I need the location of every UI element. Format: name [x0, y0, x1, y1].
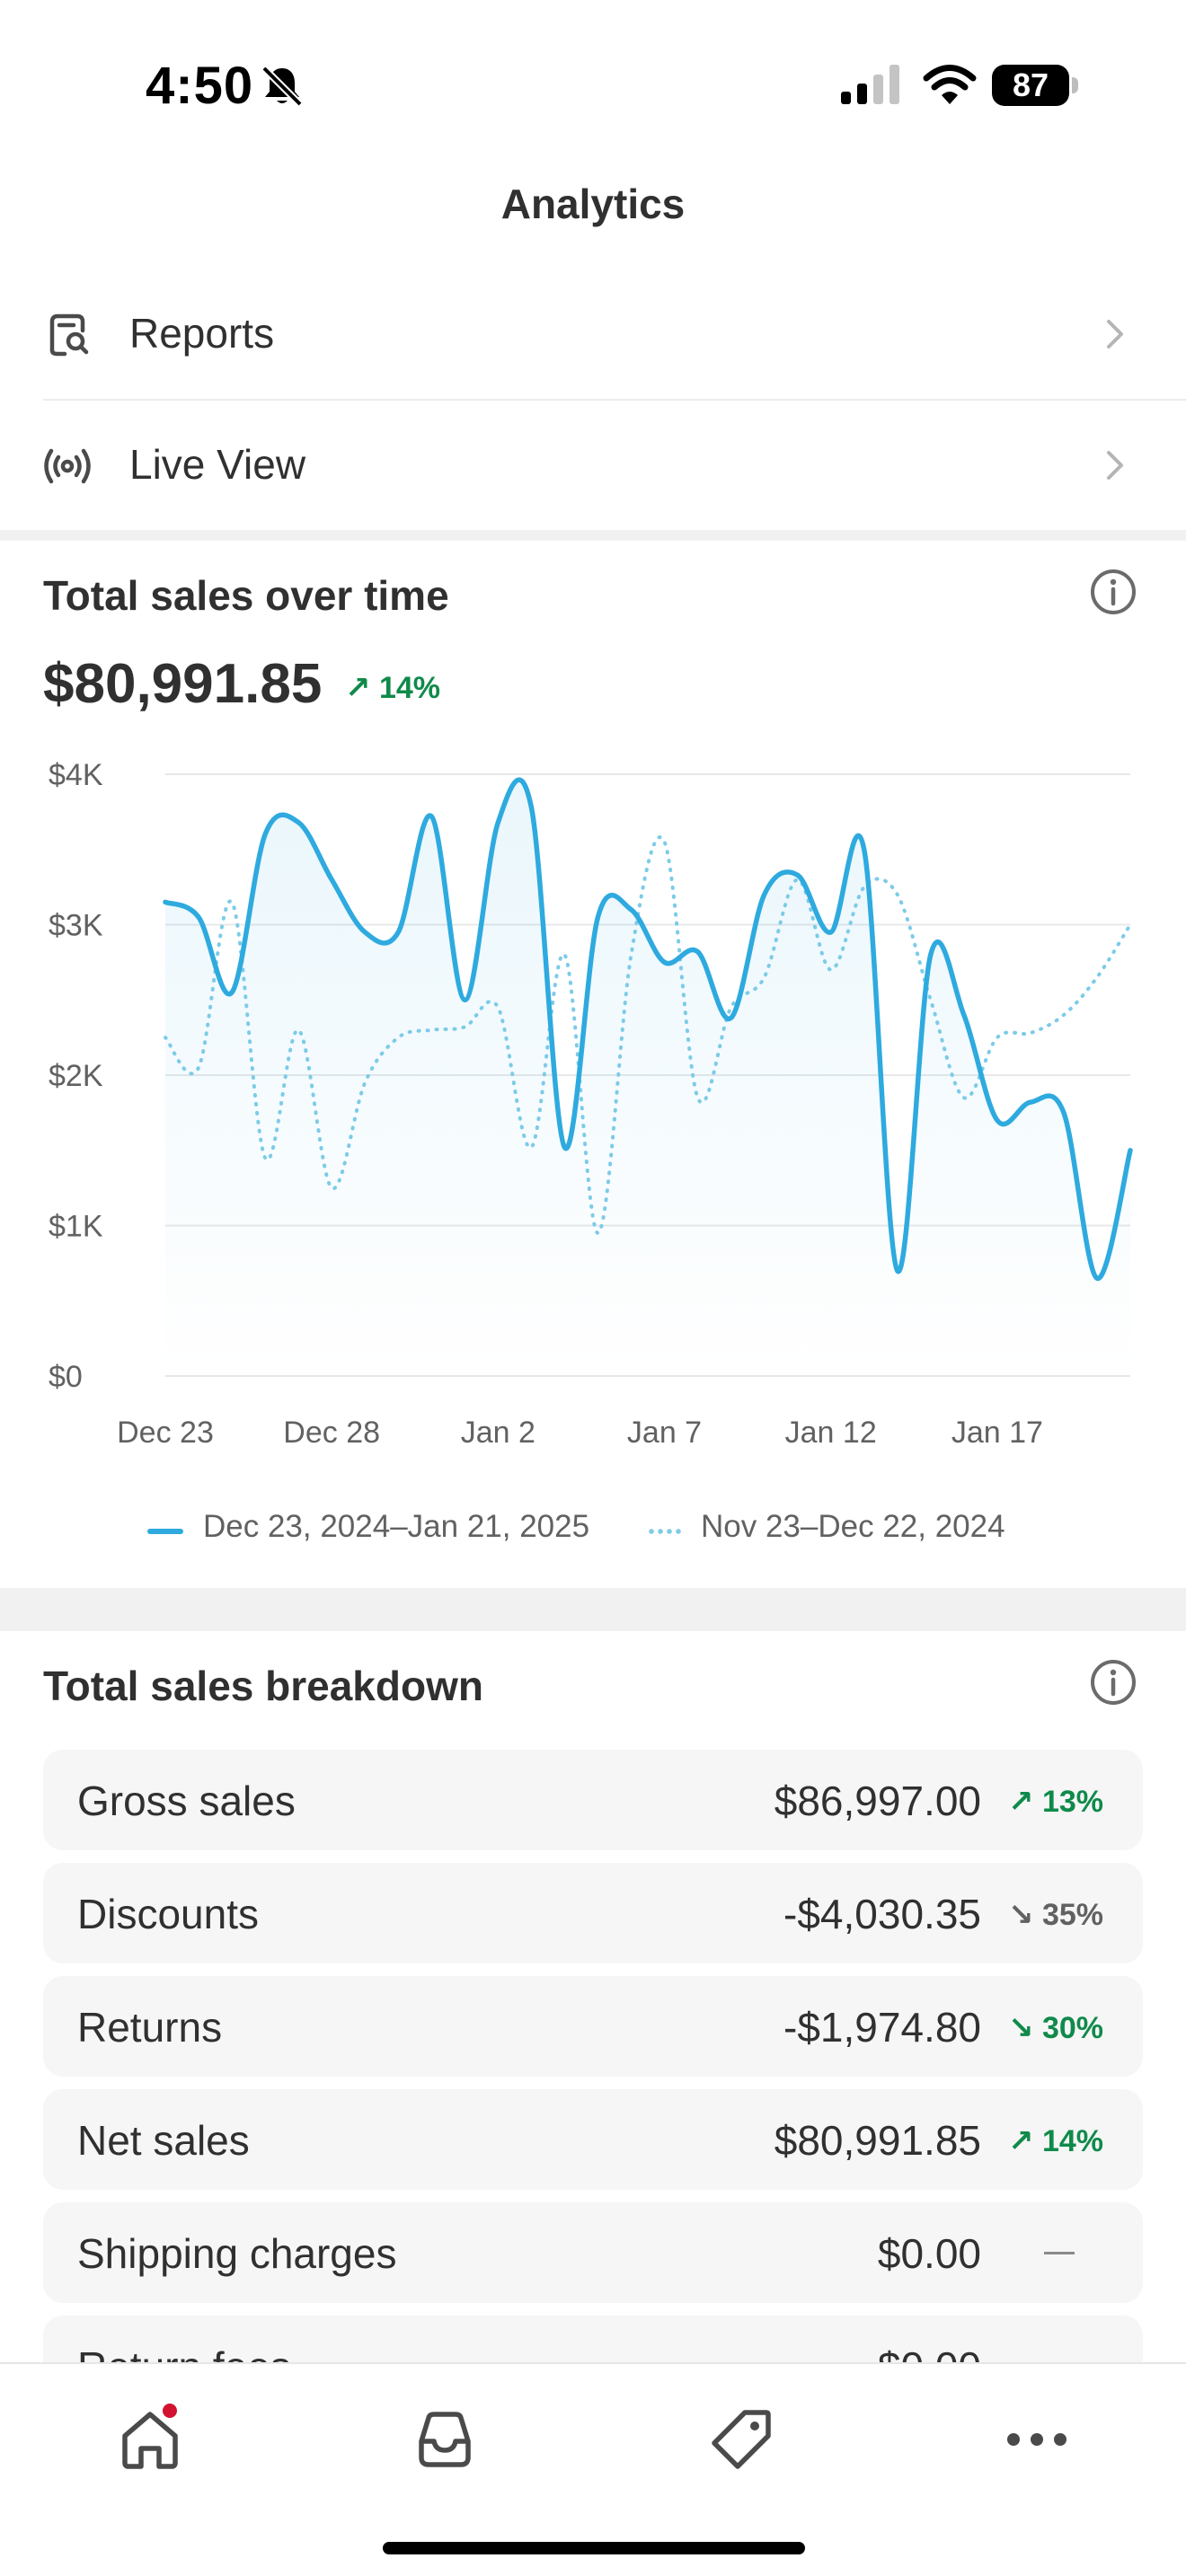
info-icon[interactable]	[1089, 568, 1137, 616]
status-time: 4:50	[146, 57, 254, 115]
breakdown-change: ↗ 13%	[1008, 1784, 1103, 1820]
live-view-label: Live View	[129, 441, 306, 488]
y-tick-label: $2K	[49, 1059, 103, 1093]
breakdown-value: $80,991.85	[774, 2117, 981, 2164]
reports-row[interactable]: Reports	[0, 269, 1186, 399]
tag-icon[interactable]	[705, 2404, 777, 2475]
x-tick-label: Jan 12	[785, 1416, 877, 1450]
y-tick-label: $0	[49, 1360, 83, 1394]
x-tick-label: Jan 2	[461, 1416, 535, 1450]
info-icon[interactable]	[1089, 1658, 1137, 1707]
y-tick-label: $4K	[49, 758, 103, 792]
x-tick-label: Jan 7	[627, 1416, 702, 1450]
legend-previous-period: Nov 23–Dec 22, 2024	[701, 1509, 1005, 1544]
wifi-icon	[923, 65, 977, 104]
arrow-up-right-icon: ↗	[1007, 1785, 1034, 1819]
bottom-tab-bar	[0, 2362, 1186, 2576]
battery-icon: 87	[992, 65, 1078, 106]
legend-solid-swatch	[147, 1529, 183, 1534]
breakdown-label: Shipping charges	[77, 2230, 397, 2277]
legend-current-period: Dec 23, 2024–Jan 21, 2025	[203, 1509, 590, 1544]
page-title: Analytics	[500, 181, 686, 227]
breakdown-row-net-sales[interactable]: Net sales $80,991.85 ↗ 14%	[43, 2089, 1143, 2190]
inbox-tray-icon[interactable]	[409, 2404, 481, 2475]
bell-muted-icon	[261, 66, 303, 107]
x-tick-label: Dec 23	[117, 1416, 214, 1450]
battery-level: 87	[992, 65, 1069, 106]
cellular-signal-icon	[841, 65, 899, 104]
arrow-up-right-icon: ↗	[1007, 2124, 1034, 2158]
x-tick-label: Dec 28	[283, 1416, 380, 1450]
arrow-up-right-icon: ↗	[345, 671, 371, 705]
section-separator	[0, 1588, 1186, 1631]
live-broadcast-icon	[44, 448, 91, 484]
breakdown-label: Gross sales	[77, 1778, 296, 1824]
arrow-down-right-icon: ↘	[1007, 2011, 1034, 2045]
y-tick-label: $3K	[49, 909, 103, 943]
legend-dotted-swatch	[647, 1529, 683, 1534]
breakdown-row-returns[interactable]: Returns -$1,974.80 ↘ 30%	[43, 1976, 1143, 2077]
report-search-icon	[49, 313, 89, 357]
home-indicator	[383, 2542, 805, 2554]
breakdown-value: -$4,030.35	[783, 1891, 981, 1937]
chevron-right-icon	[1107, 451, 1123, 480]
sales-line-chart[interactable]: $0 $1K $2K $3K $4K Dec 23 Dec 28 Jan 2 Jan 7 Jan …	[0, 745, 1186, 1455]
breakdown-label: Returns	[77, 2004, 223, 2051]
breakdown-value: $0.00	[877, 2230, 981, 2277]
total-sales-change-value: 14%	[378, 671, 441, 705]
breakdown-row-discounts[interactable]: Discounts -$4,030.35 ↘ 35%	[43, 1863, 1143, 1963]
breakdown-change: ↗ 14%	[1008, 2123, 1103, 2159]
breakdown-label: Discounts	[77, 1891, 259, 1937]
chevron-right-icon	[1107, 320, 1123, 348]
sales-card-title: Total sales over time	[43, 572, 449, 619]
breakdown-value: $86,997.00	[774, 1778, 981, 1824]
breakdown-change-value: 30%	[1041, 2011, 1103, 2045]
live-view-row[interactable]: Live View	[0, 401, 1186, 530]
total-sales-change: ↗ 14%	[345, 670, 440, 706]
home-icon[interactable]	[114, 2404, 186, 2475]
y-tick-label: $1K	[49, 1210, 103, 1244]
status-bar: 4:50 87	[0, 0, 1186, 171]
x-tick-label: Jan 17	[951, 1416, 1043, 1450]
breakdown-change: ↘ 35%	[1008, 1897, 1103, 1933]
breakdown-change-value: 13%	[1041, 1785, 1103, 1819]
chart-legend: Dec 23, 2024–Jan 21, 2025 Nov 23–Dec 22,…	[0, 1509, 1186, 1554]
breakdown-value: -$1,974.80	[783, 2004, 981, 2051]
row-divider	[43, 399, 1186, 401]
breakdown-change: ↘ 30%	[1008, 2010, 1103, 2046]
breakdown-change-value: 35%	[1041, 1898, 1103, 1932]
more-dots-icon[interactable]	[1001, 2404, 1073, 2475]
section-separator	[0, 530, 1186, 541]
arrow-down-right-icon: ↘	[1007, 1898, 1034, 1932]
breakdown-row-gross-sales[interactable]: Gross sales $86,997.00 ↗ 13%	[43, 1750, 1143, 1850]
breakdown-label: Net sales	[77, 2117, 250, 2164]
breakdown-title: Total sales breakdown	[43, 1663, 483, 1709]
reports-label: Reports	[129, 310, 275, 357]
breakdown-change-value: 14%	[1041, 2124, 1103, 2158]
total-sales-value: $80,991.85	[43, 653, 323, 715]
notification-badge	[160, 2401, 180, 2421]
breakdown-row-shipping-charges[interactable]: Shipping charges $0.00	[43, 2202, 1143, 2303]
current-period-line	[163, 777, 1133, 1281]
no-change-dash-icon	[1044, 2252, 1075, 2254]
